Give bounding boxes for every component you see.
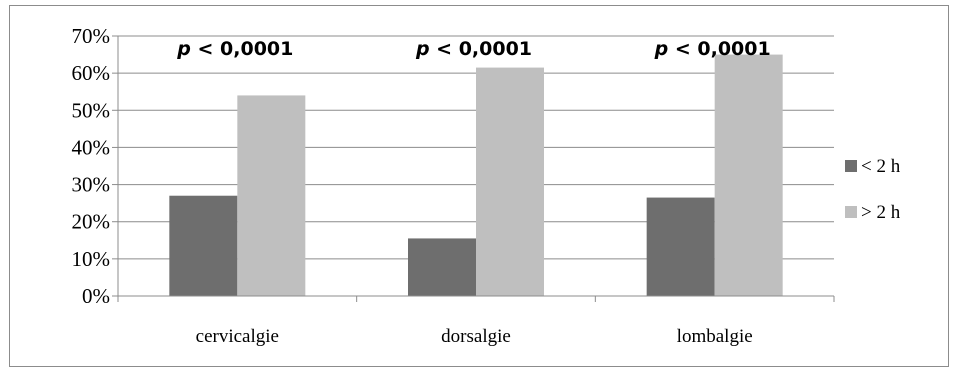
x-category-label: dorsalgie (441, 326, 511, 347)
bar-under-2h-lombalgie (646, 197, 715, 296)
legend-label: > 2 h (861, 202, 901, 223)
y-tick-label: 40% (72, 135, 111, 159)
bar-over-2h-dorsalgie (476, 67, 544, 296)
y-tick-labels: 0% 10% 20% 30% 40% 50% 60% 70% (72, 24, 111, 308)
y-tick-label: 50% (72, 98, 111, 122)
legend-swatch (845, 160, 857, 172)
bar-over-2h-cervicalgie (237, 95, 306, 296)
p-value-annotation: p < 0,0001 (654, 38, 771, 60)
y-tick-label: 10% (72, 247, 111, 271)
legend: < 2 h > 2 h (845, 156, 901, 223)
axes (112, 35, 835, 302)
x-category-label: cervicalgie (196, 326, 279, 347)
legend-swatch (845, 206, 857, 218)
bar-over-2h-lombalgie (714, 54, 783, 297)
x-category-label: lombalgie (677, 326, 753, 347)
p-value-annotation: p < 0,0001 (415, 38, 532, 60)
bars (169, 54, 783, 297)
legend-label: < 2 h (861, 156, 901, 177)
x-category-labels: cervicalgie dorsalgie lombalgie (196, 326, 753, 347)
y-tick-label: 30% (72, 173, 111, 197)
y-tick-label: 70% (72, 24, 111, 48)
bar-under-2h-cervicalgie (169, 195, 238, 296)
p-value-annotations: p < 0,0001 p < 0,0001 p < 0,0001 (176, 38, 770, 60)
y-tick-label: 20% (72, 210, 111, 234)
y-tick-label: 60% (72, 61, 111, 85)
p-value-annotation: p < 0,0001 (176, 38, 293, 60)
y-tick-label: 0% (82, 284, 110, 308)
bar-under-2h-dorsalgie (408, 238, 476, 296)
